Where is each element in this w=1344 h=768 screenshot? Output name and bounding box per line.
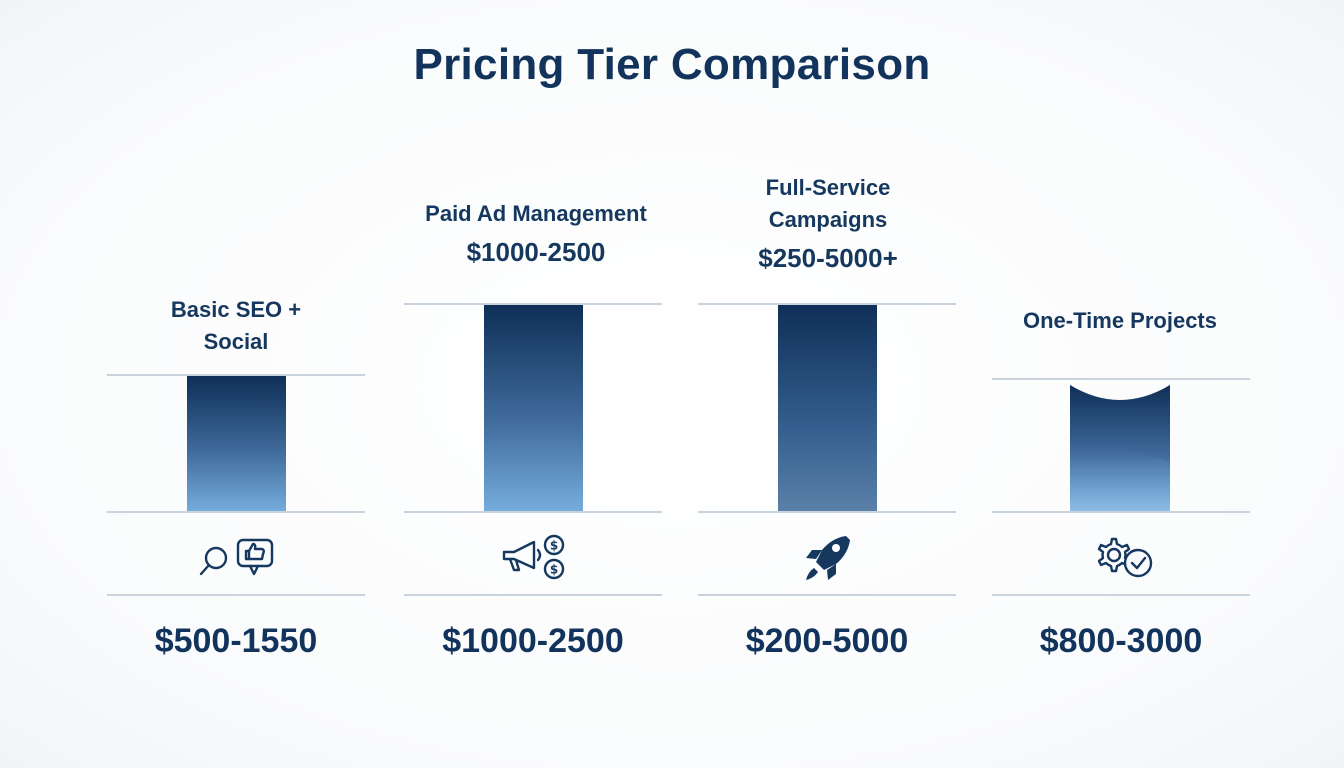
tier-name-line: Basic SEO + <box>170 297 302 322</box>
bar-full-service <box>778 305 877 511</box>
icon-divider-rule <box>992 594 1250 596</box>
tier-name-line: Social <box>203 329 269 354</box>
tier-header-range: $250-5000+ <box>758 243 898 273</box>
bar-basic-seo <box>187 376 286 511</box>
baseline-rule <box>698 511 956 513</box>
bar-top-rule <box>404 303 662 305</box>
icon-divider-rule <box>698 594 956 596</box>
megaphone-dollar-icon: $ $ <box>502 534 565 580</box>
tier-label-full-service: Full-Service Campaigns $250-5000+ <box>698 172 958 274</box>
baseline-rule <box>404 511 662 513</box>
price-one-time: $800-3000 <box>1039 622 1203 660</box>
svg-text:$: $ <box>550 539 558 553</box>
bar-paid-ad <box>484 305 583 511</box>
rocket-icon <box>806 536 850 580</box>
price-full-service: $200-5000 <box>745 622 909 660</box>
icon-divider-rule <box>404 594 662 596</box>
tier-label-basic-seo: Basic SEO + Social <box>106 294 366 358</box>
price-paid-ad: $1000-2500 <box>442 622 624 660</box>
tier-name-line: Paid Ad Management <box>425 201 647 226</box>
icon-divider-rule <box>107 594 365 596</box>
svg-text:$: $ <box>550 563 558 577</box>
bar-top-rule <box>107 374 365 376</box>
price-basic-seo: $500-1550 <box>154 622 318 660</box>
bar-top-rule <box>698 303 956 305</box>
tier-name-line: One-Time Projects <box>1023 308 1217 333</box>
seo-social-icon <box>199 538 274 576</box>
tier-name-line: Campaigns <box>768 207 888 232</box>
tier-name-line: Full-Service <box>765 175 891 200</box>
gear-check-icon <box>1097 537 1153 578</box>
tier-header-range: $1000-2500 <box>466 237 606 267</box>
bar-top-rule <box>992 378 1250 380</box>
bar-one-time-wave-highlight <box>1070 444 1170 511</box>
baseline-rule <box>107 511 365 513</box>
tier-label-one-time: One-Time Projects <box>990 305 1250 337</box>
chart-title: Pricing Tier Comparison <box>413 40 931 89</box>
baseline-rule <box>992 511 1250 513</box>
tier-label-paid-ad: Paid Ad Management $1000-2500 <box>396 198 676 268</box>
